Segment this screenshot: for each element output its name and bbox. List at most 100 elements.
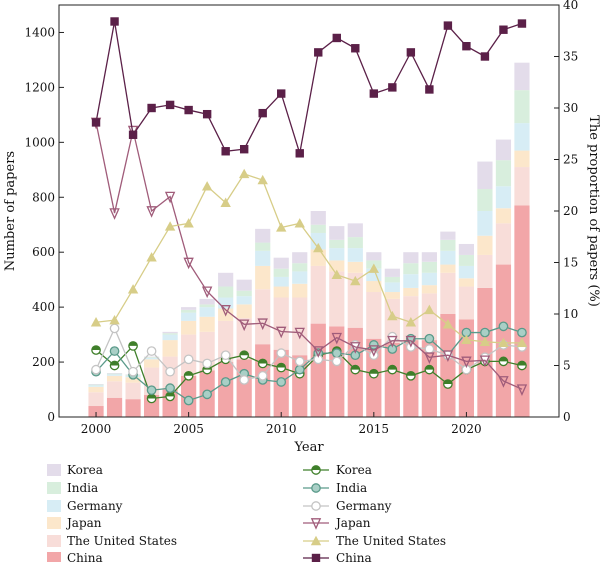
point-china-2010 <box>277 89 286 98</box>
point-korea-2009 <box>257 358 268 369</box>
bar-korea-2007 <box>218 272 234 287</box>
bar-japan-2002 <box>125 377 141 383</box>
bar-india-2018 <box>421 261 437 273</box>
bar-china-2001 <box>106 397 123 417</box>
point-japan-2009 <box>257 318 268 331</box>
bar-germany-2004 <box>162 334 178 341</box>
point-korea-2022 <box>498 356 509 367</box>
right-tick-label-25: 25 <box>563 153 578 167</box>
left-tick-label-600: 600 <box>32 245 55 259</box>
x-tick-label-2010: 2010 <box>266 422 297 436</box>
legend-bar-label-germany: Germany <box>67 499 123 513</box>
bar-japan-2023 <box>514 150 530 168</box>
point-china-2017 <box>406 48 416 57</box>
right-tick-label-40: 40 <box>563 0 578 12</box>
bar-korea-2018 <box>421 252 437 262</box>
bar-china-2000 <box>88 406 104 417</box>
bar-korea-2009 <box>255 228 271 243</box>
bar-japan-2018 <box>421 285 437 294</box>
point-korea-2005 <box>183 370 194 381</box>
bar-india-2021 <box>477 189 493 211</box>
point-korea-2018 <box>424 364 435 375</box>
y-axis-left-title: Number of papers <box>3 151 18 271</box>
bar-germany-2022 <box>495 186 512 209</box>
legend-line-marker-japan <box>310 518 322 530</box>
bar-india-2000 <box>88 384 104 386</box>
bar-india-2010 <box>273 268 289 277</box>
point-india-2001 <box>109 346 120 356</box>
point-germany-2001 <box>109 323 120 334</box>
point-china-2020 <box>462 42 471 51</box>
point-japan-2013 <box>331 332 342 345</box>
point-korea-2000 <box>91 345 101 355</box>
bar-japan-2011 <box>292 283 308 298</box>
point-india-2007 <box>220 377 231 387</box>
bar-germany-2000 <box>88 385 104 387</box>
point-india-2013 <box>331 348 342 358</box>
point-the-united-states-2005 <box>183 218 194 228</box>
bar-japan-2020 <box>458 278 475 287</box>
point-japan-2022 <box>498 376 509 388</box>
bar-germany-2019 <box>440 250 456 265</box>
bar-germany-2007 <box>218 297 234 309</box>
right-tick-label-30: 30 <box>563 101 578 115</box>
bar-the-united-states-2002 <box>125 382 141 400</box>
point-korea-2023 <box>517 360 527 371</box>
point-china-2022 <box>499 25 508 34</box>
point-china-2014 <box>351 44 360 53</box>
point-the-united-states-2018 <box>424 304 435 315</box>
bar-korea-2023 <box>514 62 530 91</box>
x-tick-label-2005: 2005 <box>173 422 204 436</box>
point-japan-2020 <box>461 356 472 369</box>
point-germany-2002 <box>128 366 138 377</box>
bar-korea-2011 <box>292 252 308 264</box>
bar-korea-2020 <box>458 243 475 255</box>
bar-germany-2016 <box>384 282 400 293</box>
bar-the-united-states-2020 <box>458 286 475 320</box>
point-korea-2004-fill <box>165 392 175 397</box>
point-japan-2004 <box>164 191 176 204</box>
legend-line-marker-germany <box>311 501 321 511</box>
bar-japan-2008 <box>236 304 252 319</box>
bar-the-united-states-2018 <box>421 293 437 341</box>
point-india-2003 <box>146 385 157 396</box>
point-the-united-states-2012 <box>313 242 324 253</box>
bar-india-2003 <box>143 357 160 358</box>
bar-korea-2019 <box>440 231 456 240</box>
point-korea-2016 <box>387 364 398 375</box>
legend-line-label-the-united-states: The United States <box>336 534 446 548</box>
bar-india-2012 <box>310 224 326 233</box>
point-the-united-states-2016 <box>387 310 398 321</box>
legend-line-marker-the-united-states <box>310 535 322 546</box>
bar-japan-2005 <box>181 320 197 335</box>
point-korea-2008 <box>239 350 250 361</box>
legend-line-marker-china <box>311 553 321 562</box>
right-tick-label-0: 0 <box>563 410 571 424</box>
bar-japan-2015 <box>366 281 382 293</box>
bar-germany-2011 <box>292 271 308 284</box>
point-china-2018 <box>425 85 434 94</box>
bar-india-2016 <box>384 276 400 283</box>
bar-the-united-states-2021 <box>477 254 493 288</box>
point-germany-2011 <box>294 356 305 367</box>
bar-korea-2004 <box>162 331 178 334</box>
bar-japan-2013 <box>329 260 345 272</box>
point-china-2002 <box>128 130 138 139</box>
point-japan-2019 <box>442 350 454 362</box>
bar-india-2009 <box>255 242 271 251</box>
bar-the-united-states-2008 <box>236 318 252 360</box>
legend-bar-swatch-china <box>47 552 61 562</box>
left-tick-label-1000: 1000 <box>24 135 55 149</box>
point-india-2010 <box>276 377 287 387</box>
right-tick-label-20: 20 <box>563 204 578 218</box>
bar-the-united-states-2007 <box>218 320 234 363</box>
bar-korea-2016 <box>384 268 400 277</box>
bar-china-2002 <box>125 399 141 417</box>
bar-korea-2000 <box>88 384 104 385</box>
point-japan-2001 <box>109 208 120 220</box>
bar-the-united-states-2013 <box>329 271 345 327</box>
x-tick-label-2015: 2015 <box>359 422 390 436</box>
point-korea-2008-fill <box>239 351 249 356</box>
point-korea-2003-fill <box>147 394 156 399</box>
